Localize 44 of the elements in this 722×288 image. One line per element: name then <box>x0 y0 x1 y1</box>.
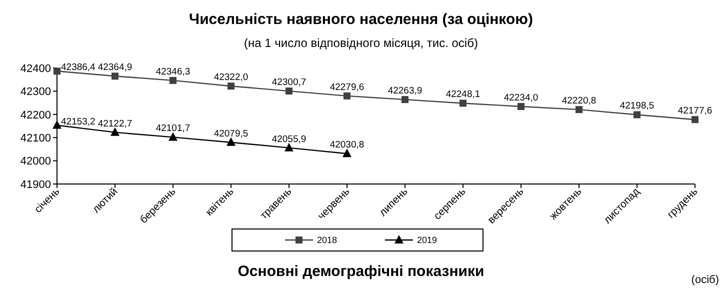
point <box>112 72 118 80</box>
point <box>170 76 176 84</box>
data-label: 42322,0 <box>214 72 248 84</box>
legend-label: 2019 <box>417 235 438 246</box>
point <box>576 106 582 114</box>
data-label: 42386,4 <box>61 62 96 74</box>
data-label: 42198,5 <box>620 100 654 112</box>
y-tick-label: 41900 <box>20 178 51 191</box>
data-label: 42263,9 <box>388 86 422 97</box>
chart-title: Чисельність наявного населення (за оцінкою) <box>189 11 533 28</box>
chart-subtitle: (на 1 число відповідного місяця, тис. осіб) <box>244 36 478 50</box>
point <box>168 132 178 141</box>
y-tick-label: 42100 <box>20 132 51 144</box>
data-label: 42177,6 <box>678 106 712 117</box>
legend-label: 2018 <box>317 235 338 246</box>
point <box>460 100 466 107</box>
y-tick-label: 42000 <box>20 156 51 168</box>
text: Основні демографічні показники <box>238 263 484 280</box>
data-label: 42234,0 <box>504 92 538 104</box>
data-label: 42153,2 <box>61 116 96 128</box>
point <box>342 148 352 158</box>
point <box>518 103 524 110</box>
y-tick-label: 42400 <box>20 62 51 75</box>
data-label: 42122,7 <box>98 118 132 130</box>
point <box>634 111 640 118</box>
data-label: 42101,7 <box>156 123 190 134</box>
data-label: 42220,8 <box>562 96 596 107</box>
point <box>286 88 292 95</box>
point <box>344 92 350 100</box>
y-tick-label: 42200 <box>20 109 51 122</box>
data-label: 42300,7 <box>272 77 306 88</box>
point <box>402 96 408 104</box>
point <box>52 120 62 129</box>
y-tick-label: 42300 <box>20 86 51 98</box>
data-label: 42346,3 <box>156 66 190 78</box>
data-label: 42030,8 <box>330 140 364 151</box>
data-label: 42055,9 <box>272 134 306 145</box>
data-label: 42248,1 <box>446 89 480 100</box>
point <box>228 82 234 90</box>
data-label: 42364,9 <box>98 62 132 74</box>
text: (осіб) <box>691 274 719 286</box>
data-label: 42079,5 <box>214 128 248 140</box>
point <box>692 116 698 124</box>
data-label: 42279,6 <box>330 82 364 93</box>
